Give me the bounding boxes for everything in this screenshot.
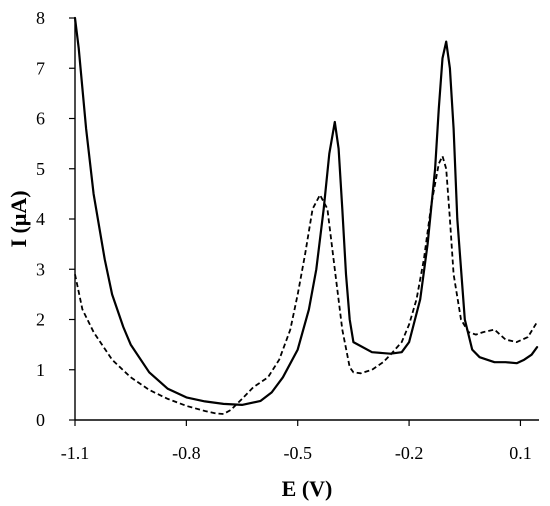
y-tick-label: 6 bbox=[36, 109, 45, 129]
y-tick-label: 1 bbox=[36, 360, 45, 380]
y-tick-label: 2 bbox=[36, 310, 45, 330]
series-line-solid bbox=[73, 16, 539, 406]
x-tick-label: -1.1 bbox=[61, 443, 90, 463]
x-tick-label: -0.2 bbox=[395, 443, 424, 463]
y-tick-label: 7 bbox=[36, 58, 45, 78]
series-line-dashed bbox=[74, 155, 538, 415]
y-tick-label: 3 bbox=[36, 259, 45, 279]
ticks: -1.1 -0.8 -0.5 -0.2 0.1 0 1 2 3 4 5 6 7 8 bbox=[36, 8, 532, 463]
series-group bbox=[73, 16, 539, 415]
x-tick-label: -0.8 bbox=[172, 443, 201, 463]
y-tick-label: 8 bbox=[36, 8, 45, 28]
y-axis-title: I (μA) bbox=[6, 190, 31, 247]
x-tick-label: 0.1 bbox=[509, 443, 532, 463]
y-tick-label: 4 bbox=[36, 209, 45, 229]
y-tick-label: 0 bbox=[36, 410, 45, 430]
y-tick-label: 5 bbox=[36, 159, 45, 179]
axes bbox=[74, 18, 539, 421]
x-axis-title: E (V) bbox=[282, 476, 333, 501]
x-tick-label: -0.5 bbox=[283, 443, 312, 463]
